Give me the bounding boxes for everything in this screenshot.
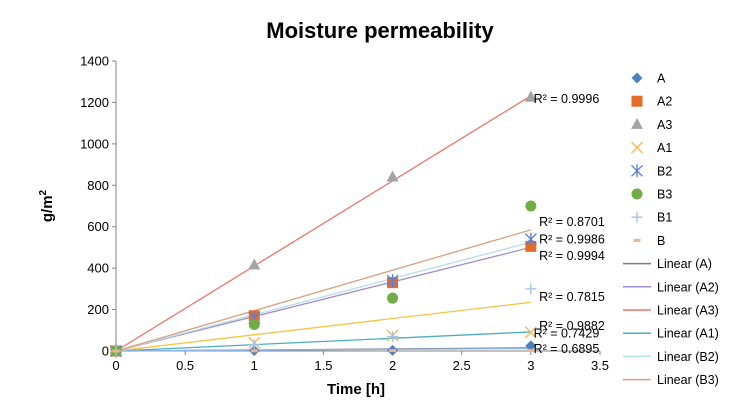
data-point [525,240,537,252]
trendline [115,331,531,352]
legend-label: A1 [657,141,672,155]
legend: A A2 A3 A1 B2 B3 B1 B Linear (A) Linear (A2) Linea… [623,72,719,387]
trendline [115,229,532,352]
y-tick-label: 400 [87,261,109,276]
legend-label: Linear (B2) [657,350,719,364]
trendline [115,301,531,352]
legend-label: Linear (A2) [657,280,719,294]
y-tick-label: 1400 [80,54,109,69]
data-point [248,339,260,351]
data-point [525,340,537,352]
legend-label: Linear (B3) [657,373,719,387]
legend-label: B3 [657,188,672,202]
x-tick-label: 1.5 [314,358,332,373]
legend-label: Linear (A) [657,257,712,271]
data-point [112,349,120,353]
y-tick-label: 1000 [80,136,109,151]
y-tick-label: 600 [87,219,109,234]
r-squared-label: R² = 0.9882 [539,319,605,333]
y-tick-label: 200 [87,302,109,317]
data-point [389,349,397,353]
y-tick-label: 1200 [80,95,109,110]
legend-label: A3 [657,118,672,132]
r-squared-label: R² = 0.7429 [534,326,600,340]
r-squared-label: R² = 0.7815 [539,290,605,304]
r-squared-label: R² = 0.9994 [539,249,605,263]
data-point [250,349,258,353]
r-squared-label: R² = 0.9986 [539,233,605,247]
y-axis-label: g/m2 [38,189,56,222]
data-point [524,232,537,246]
data-point [386,170,399,182]
legend-marker [631,95,643,107]
trendline [115,246,532,352]
data-point [387,331,399,342]
legend-label: B2 [657,164,672,178]
legend-marker [631,141,643,154]
trendline [115,347,531,352]
data-point [248,318,260,330]
x-tick-label: 0.5 [176,358,194,373]
legend-marker [633,238,641,242]
x-tick-label: 2 [389,358,396,373]
data-point [387,292,399,304]
data-point [525,200,537,212]
y-tick-label: 800 [87,178,109,193]
data-point [524,90,537,102]
y-axis-label-superscript: 2 [38,189,49,195]
legend-label: B1 [657,211,672,225]
r-squared-label: R² = 0.8701 [539,215,605,229]
legend-marker [631,72,643,84]
r-squared-label: R² = 0.6895 [534,342,600,356]
trendline [115,241,532,352]
x-axis-label: Time [h] [327,381,385,398]
x-tick-label: 0 [112,358,119,373]
x-tick-label: 3.5 [591,358,609,373]
x-tick-label: 3 [527,358,534,373]
chart-title: Moisture permeability [266,18,494,43]
data-point [248,258,261,270]
data-point [524,326,537,339]
legend-label: B [657,234,665,248]
y-axis-label-main: g/m [39,195,56,222]
legend-marker [631,117,643,129]
data-point [386,274,399,288]
legend-marker [631,164,643,178]
legend-label: Linear (A3) [657,304,719,318]
legend-marker [631,188,643,200]
legend-label: A [657,72,666,86]
y-tick-label: 0 [102,344,109,359]
plot-area: 0 200 400 600 800 1000 1200 1400 0 0.5 1 1.5 2 2.5 3 3.… [80,54,609,374]
legend-label: Linear (A1) [657,327,719,341]
x-tick-label: 2.5 [453,358,471,373]
legend-marker [631,211,643,223]
legend-label: A2 [657,95,672,109]
data-point [525,283,537,295]
trendline [115,95,532,352]
x-tick-label: 1 [251,358,258,373]
data-point [527,348,535,352]
r-squared-label: R² = 0.9996 [534,92,600,106]
